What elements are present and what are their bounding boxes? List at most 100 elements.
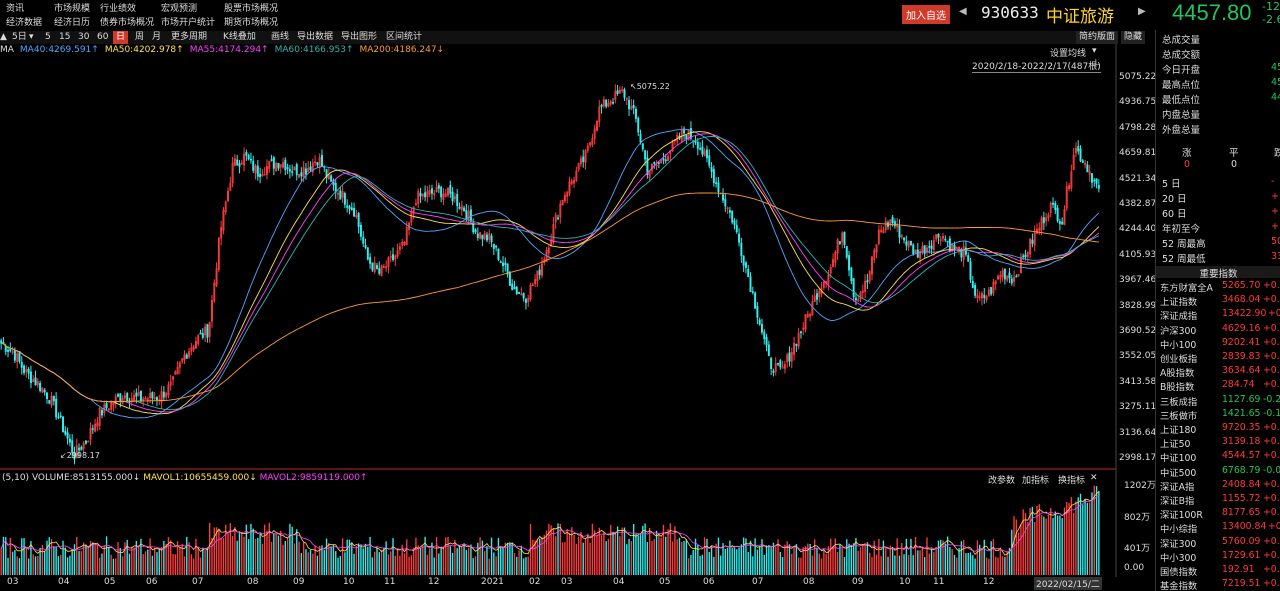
draw-line-button[interactable]: 画线 [271,32,290,42]
volume-bar [671,541,674,575]
volume-bar [266,530,268,575]
prev-arrow-icon[interactable]: ◀ [959,6,967,17]
nav-item[interactable]: 债券市场概况 [100,18,155,28]
volume-bar [621,527,623,575]
volume-bar [708,552,710,575]
index-name[interactable]: 三板做市 [1160,410,1198,422]
index-name[interactable]: 中小100 [1160,339,1197,351]
volume-bar [76,536,78,575]
period-month[interactable]: 月 [152,32,162,42]
period-15min[interactable]: 15 [59,32,71,42]
volume-bar [564,542,566,575]
index-name[interactable]: B股指数 [1160,382,1195,394]
volume-bar [850,544,853,575]
index-name[interactable]: 深证B指 [1160,496,1195,507]
index-name[interactable]: 深证A指 [1160,481,1195,493]
candle [192,346,195,350]
candle [146,398,149,401]
kline-overlay-menu[interactable]: K线叠加 [223,32,256,42]
volume-bar [172,554,174,575]
volume-bar [543,534,545,575]
nav-item[interactable]: 经济数据 [6,18,43,28]
index-name[interactable]: 上证50 [1160,439,1191,451]
index-name[interactable]: 中小300 [1160,552,1197,564]
volume-bar [623,527,626,575]
index-name[interactable]: 深证成指 [1160,311,1198,323]
nav-item[interactable]: 市场规模 [54,4,91,14]
index-name[interactable]: 国债指数 [1160,567,1198,578]
pin-icon[interactable]: ⊥ [1092,58,1100,68]
index-name[interactable]: 上证指数 [1160,297,1198,309]
volume-value: VOLUME:8513155.000↓ [31,473,141,483]
volume-bar [864,543,866,575]
candle [224,201,227,212]
edit-params-button[interactable]: 改参数 [988,476,1016,486]
hide-panel-button[interactable]: 隐藏 [1121,31,1146,44]
index-name[interactable]: 深证300 [1160,538,1197,550]
index-name[interactable]: 中小综指 [1160,524,1198,536]
period-day[interactable]: 日 [113,31,129,44]
candle [142,398,145,401]
volume-bar [275,533,277,575]
period-5min[interactable]: 5 [45,32,51,42]
period-week[interactable]: 周 [135,32,145,42]
index-change: +0.2 [1263,493,1280,504]
nav-item[interactable]: 市场开户统计 [161,18,216,28]
period-label: 20 日 [1162,194,1187,205]
volume-bar [435,537,438,575]
nav-item[interactable]: 资讯 [6,4,25,14]
index-name[interactable]: 创业板指 [1160,354,1198,365]
period-60min[interactable]: 60 [97,32,109,42]
volume-bar [969,552,972,575]
nav-item[interactable]: 行业绩效 [100,4,137,14]
export-data-button[interactable]: 导出数据 [297,32,334,42]
index-name[interactable]: A股指数 [1160,368,1195,380]
candle [884,221,887,231]
volume-bar [1091,492,1093,575]
index-name[interactable]: 三板成指 [1160,396,1198,408]
candle [822,281,825,288]
range-stats-button[interactable]: 区间统计 [386,32,423,42]
period-5day[interactable]: 5日 [12,32,27,42]
candle [126,393,129,402]
index-name[interactable]: 基金指数 [1160,581,1198,591]
add-indicator-button[interactable]: 加指标 [1022,476,1050,486]
volume-bar [447,536,449,575]
candle [55,398,58,418]
nav-item[interactable]: 宏观预测 [161,4,198,14]
volume-bar [493,552,495,575]
index-name[interactable]: 沪深300 [1160,325,1197,337]
volume-bar [797,557,800,575]
nav-item[interactable]: 股票市场概况 [224,4,279,14]
index-name[interactable]: 中证100 [1160,453,1197,465]
close-icon[interactable]: ✕ [1090,473,1098,483]
nav-item[interactable]: 期货市场概况 [224,18,279,28]
index-name[interactable]: 上证180 [1160,425,1197,436]
volume-bar [685,539,688,575]
export-chart-button[interactable]: 导出图形 [341,32,378,42]
candle [598,106,601,123]
switch-indicator-button[interactable]: 换指标 [1058,476,1086,486]
simple-layout-button[interactable]: 简约版面 [1076,31,1119,44]
candle [848,255,851,271]
chevron-down-icon[interactable]: ▾ [29,32,34,42]
collapse-arrow-icon[interactable]: ▲ [0,32,7,42]
volume-bar [619,536,621,575]
next-arrow-icon[interactable]: ▶ [1138,6,1146,17]
more-periods-menu[interactable]: 更多周期 [171,32,208,42]
index-change: +0.1 [1263,578,1280,590]
candle [994,280,997,285]
volume-bar [871,557,873,575]
candle [827,274,830,284]
index-name[interactable]: 中证500 [1160,467,1197,479]
index-name[interactable]: 深证100R [1160,510,1203,522]
nav-item[interactable]: 经济日历 [54,18,91,28]
add-watchlist-button[interactable]: 加入自选 [902,5,950,24]
candle [382,265,385,268]
chevron-down-icon[interactable]: ▾ [1092,46,1097,56]
period-30min[interactable]: 30 [78,32,90,42]
index-name[interactable]: 东方财富全A [1160,283,1213,294]
ma-setting-button[interactable]: 设置均线 [1050,49,1087,59]
